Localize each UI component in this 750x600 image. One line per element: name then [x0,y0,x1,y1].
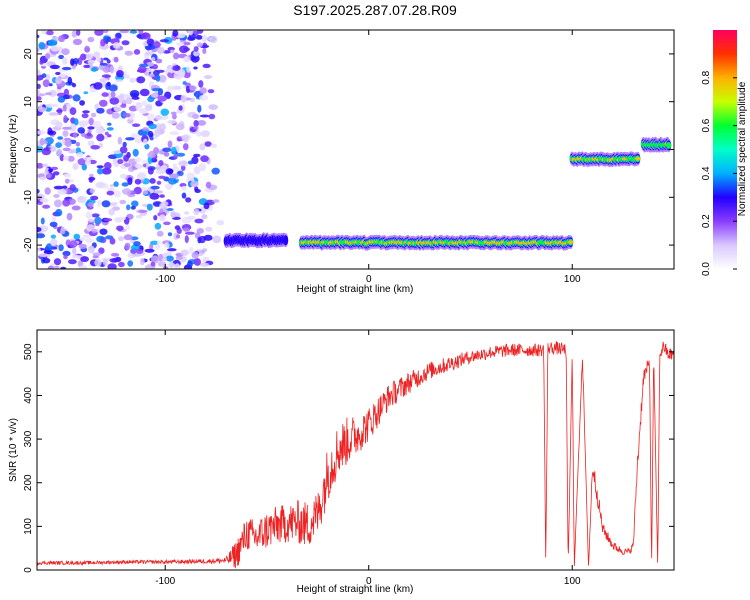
colorbar-ticks: 0.0 0.2 0.4 0.6 0.8 [701,70,737,276]
colorbar-gradient [713,30,737,269]
colorbar-tick-label: 0.4 [701,166,712,180]
colorbar-label: Normalized spectral amplitude [737,81,748,216]
snr-y-axis-label: SNR (10 * v/v) [8,418,19,482]
colorbar-tick-label: 0.2 [701,214,712,228]
heatmap-y-tick-label: 10 [23,96,34,108]
heatmap-y-tick-label: 20 [23,48,34,60]
colorbar-tick-label: 0.6 [701,118,712,132]
colorbar: 0.0 0.2 0.4 0.6 0.8 Normalized spectral ampl… [701,30,748,276]
heatmap-frame [36,29,675,270]
snr-y-tick-label: 300 [23,430,34,447]
snr-x-tick-label: 100 [564,576,581,587]
snr-frame [36,329,675,571]
snr-series-line [37,341,674,569]
snr-x-axis-label: Height of straight line (km) [297,584,414,595]
snr-y-tick-label: 100 [23,518,34,535]
heatmap-x-axis-label: Height of straight line (km) [297,284,414,295]
snr-y-tick-label: 200 [23,474,34,491]
snr-x-tick-label: -100 [155,576,175,587]
heatmap-y-tick-label: -10 [23,190,34,205]
snr-y-ticks: 0 100 200 300 400 500 [23,343,674,573]
heatmap-plot-area [37,30,672,269]
heatmap-x-ticks: -100 0 100 [155,30,581,285]
snr-y-tick-label: 400 [23,387,34,404]
snr-panel: -100 0 100 0 100 200 300 400 500 Height of stra… [8,329,675,595]
heatmap-y-axis-label: Frequency (Hz) [8,115,19,184]
heatmap-y-tick-label: 0 [23,146,34,152]
snr-x-ticks: -100 0 100 [155,330,581,587]
snr-x-tick-label: 0 [366,576,372,587]
heatmap-x-tick-label: -100 [155,274,175,285]
heatmap-feature-noise [37,30,225,269]
snr-y-tick-label: 0 [23,567,34,573]
heatmap-feature-ridge [223,232,289,249]
heatmap-y-tick-label: -20 [23,237,34,252]
heatmap-y-ticks: -20 -10 0 10 20 [23,48,674,252]
snr-y-tick-label: 500 [23,343,34,360]
heatmap-x-tick-label: 0 [366,274,372,285]
heatmap-feature-ridge [640,136,672,153]
colorbar-tick-label: 0.8 [701,70,712,84]
heatmap-feature-ridge [299,234,574,251]
heatmap-feature-ridge [569,151,641,167]
colorbar-tick-label: 0.0 [701,262,712,276]
heatmap-x-tick-label: 100 [564,274,581,285]
figure-title: S197.2025.287.07.28.R09 [293,2,457,18]
